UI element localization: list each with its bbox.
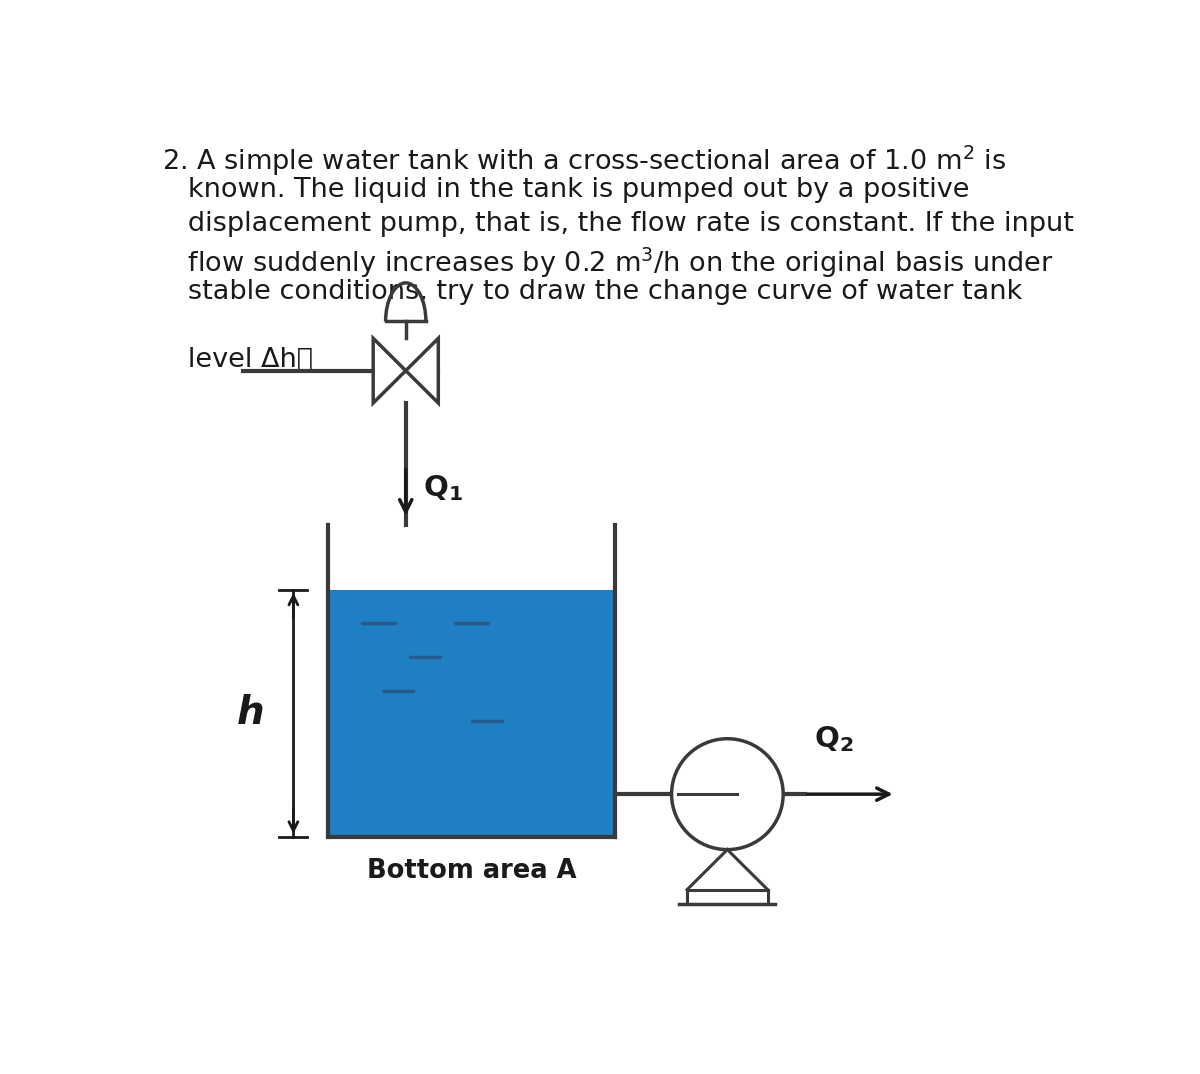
Text: $\mathbf{Q_1}$: $\mathbf{Q_1}$ bbox=[422, 473, 462, 503]
Text: $\mathbf{Q_2}$: $\mathbf{Q_2}$ bbox=[814, 724, 853, 754]
Text: Bottom area A: Bottom area A bbox=[367, 858, 576, 884]
Text: 2. A simple water tank with a cross-sectional area of 1.0 m$^2$ is: 2. A simple water tank with a cross-sect… bbox=[162, 144, 1006, 178]
Text: displacement pump, that is, the flow rate is constant. If the input: displacement pump, that is, the flow rat… bbox=[162, 212, 1074, 237]
Polygon shape bbox=[406, 338, 438, 403]
Text: known. The liquid in the tank is pumped out by a positive: known. The liquid in the tank is pumped … bbox=[162, 177, 970, 203]
Circle shape bbox=[672, 739, 784, 850]
Text: flow suddenly increases by 0.2 m$^3$/h on the original basis under: flow suddenly increases by 0.2 m$^3$/h o… bbox=[162, 245, 1054, 279]
Text: level Δh。: level Δh。 bbox=[162, 347, 313, 373]
Polygon shape bbox=[373, 338, 406, 403]
Text: stable conditions, try to draw the change curve of water tank: stable conditions, try to draw the chang… bbox=[162, 279, 1022, 305]
Text: h: h bbox=[236, 694, 264, 732]
Bar bbox=[329, 590, 616, 837]
